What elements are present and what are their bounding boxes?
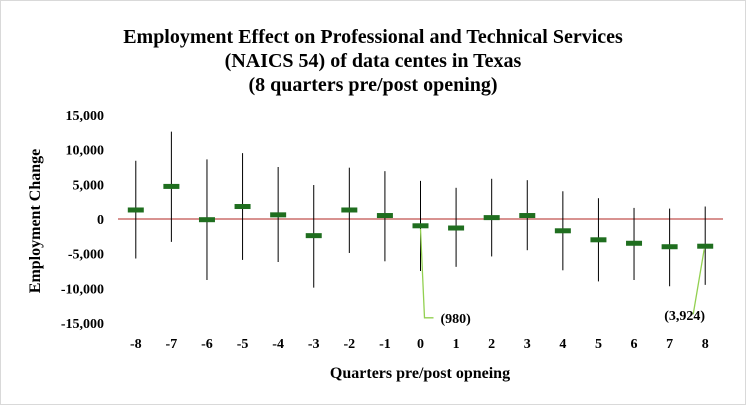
- x-tick-label: -8: [130, 337, 142, 352]
- x-tick-label: 3: [524, 337, 531, 352]
- x-tick-label: -7: [166, 337, 178, 352]
- estimate-marker: [448, 225, 465, 231]
- estimate-marker: [341, 207, 358, 213]
- y-tick-label: -15,000: [61, 317, 104, 332]
- annotation-leader: [692, 249, 705, 315]
- x-tick-label: 4: [559, 337, 566, 352]
- estimate-marker: [163, 183, 180, 189]
- x-tick-label: 2: [488, 337, 495, 352]
- estimate-marker: [234, 204, 251, 210]
- x-tick-label: -1: [379, 337, 391, 352]
- x-tick-label: -4: [272, 337, 284, 352]
- estimate-marker: [305, 233, 322, 239]
- estimate-marker: [590, 237, 607, 243]
- y-tick-label: 0: [97, 213, 104, 228]
- estimate-marker: [626, 240, 643, 246]
- y-tick-label: 10,000: [66, 144, 105, 159]
- y-tick-label: -5,000: [68, 248, 104, 263]
- x-tick-label: 1: [453, 337, 460, 352]
- y-axis-title: Employment Change: [27, 149, 44, 293]
- estimate-marker: [376, 213, 393, 219]
- chart-title-line-2: (NAICS 54) of data centes in Texas: [224, 50, 522, 72]
- x-tick-label: 6: [631, 337, 638, 352]
- estimate-marker: [270, 212, 287, 218]
- estimate-marker: [697, 243, 714, 249]
- annotation-label: (980): [441, 312, 472, 327]
- annotation-leader: [419, 228, 434, 319]
- x-tick-label: 0: [417, 337, 424, 352]
- y-tick-label: 15,000: [66, 109, 105, 124]
- x-tick-label: -6: [201, 337, 213, 352]
- estimate-marker: [198, 217, 215, 223]
- annotation-label: (3,924): [664, 309, 705, 324]
- x-tick-label: 5: [595, 337, 602, 352]
- x-tick-label: -3: [308, 337, 320, 352]
- x-axis-title: Quarters pre/post opneing: [330, 365, 510, 382]
- x-tick-label: 7: [666, 337, 673, 352]
- estimate-marker: [519, 213, 536, 219]
- chart-title-line-3: (8 quarters pre/post opening): [248, 74, 498, 96]
- estimate-marker: [661, 244, 678, 250]
- chart-title-line-1: Employment Effect on Professional and Te…: [123, 26, 623, 48]
- y-tick-label: 5,000: [73, 178, 105, 193]
- y-tick-label: -10,000: [61, 282, 104, 297]
- x-tick-label: -2: [343, 337, 355, 352]
- x-tick-label: -5: [237, 337, 249, 352]
- estimate-marker: [554, 228, 571, 234]
- x-tick-label: 8: [702, 337, 709, 352]
- estimate-marker: [412, 223, 429, 229]
- estimate-marker: [127, 207, 144, 213]
- estimate-marker: [483, 215, 500, 221]
